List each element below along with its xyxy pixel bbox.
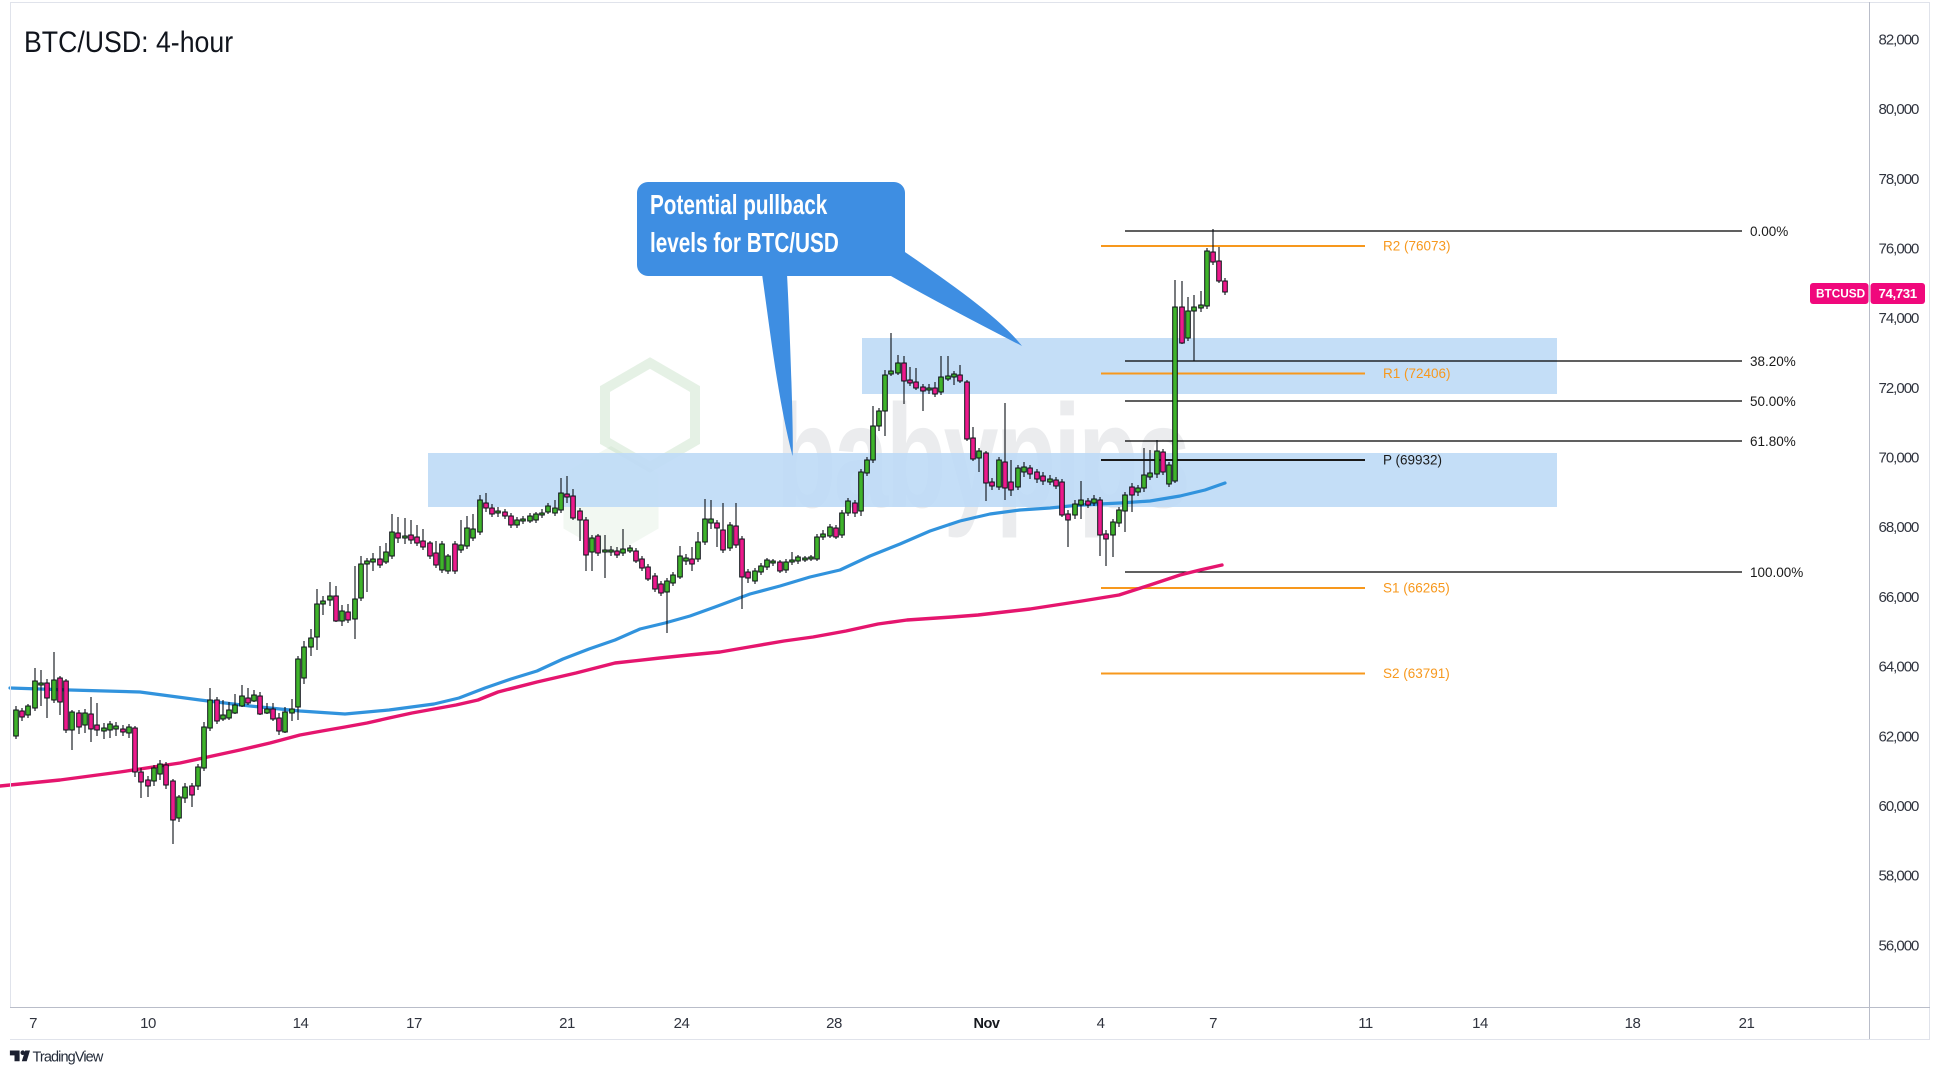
svg-text:70,000: 70,000 — [1879, 450, 1920, 467]
svg-text:80,000: 80,000 — [1879, 101, 1920, 118]
svg-text:Potential pullback: Potential pullback — [650, 190, 828, 221]
svg-text:24: 24 — [674, 1015, 690, 1032]
svg-text:7: 7 — [29, 1015, 37, 1032]
svg-text:0.00%: 0.00% — [1750, 224, 1788, 239]
svg-text:74,731: 74,731 — [1879, 286, 1918, 301]
svg-text:11: 11 — [1358, 1015, 1373, 1032]
svg-text:7: 7 — [1209, 1015, 1217, 1032]
svg-text:56,000: 56,000 — [1879, 937, 1920, 954]
svg-text:levels for BTC/USD: levels for BTC/USD — [650, 228, 839, 259]
svg-text:Nov: Nov — [974, 1016, 1000, 1032]
svg-text:50.00%: 50.00% — [1750, 394, 1796, 409]
svg-text:R2 (76073): R2 (76073) — [1383, 239, 1451, 254]
svg-text:72,000: 72,000 — [1879, 380, 1920, 397]
svg-text:82,000: 82,000 — [1879, 31, 1920, 48]
svg-text:74,000: 74,000 — [1879, 310, 1920, 327]
svg-text:BTC/USD: 4-hour: BTC/USD: 4-hour — [24, 26, 233, 59]
svg-text:14: 14 — [1472, 1015, 1488, 1032]
svg-text:58,000: 58,000 — [1879, 868, 1920, 885]
svg-text:17: 17 — [406, 1015, 422, 1032]
svg-text:BTCUSD: BTCUSD — [1816, 286, 1866, 300]
svg-text:21: 21 — [1739, 1015, 1755, 1032]
svg-text:100.00%: 100.00% — [1750, 565, 1803, 580]
svg-text:60,000: 60,000 — [1879, 798, 1920, 815]
svg-text:76,000: 76,000 — [1879, 241, 1920, 258]
svg-text:P (69932): P (69932) — [1383, 453, 1442, 468]
svg-text:4: 4 — [1097, 1015, 1105, 1032]
svg-text:10: 10 — [140, 1015, 156, 1032]
svg-text:18: 18 — [1625, 1015, 1641, 1032]
svg-text:78,000: 78,000 — [1879, 171, 1920, 188]
svg-text:21: 21 — [559, 1015, 575, 1032]
svg-text:66,000: 66,000 — [1879, 589, 1920, 606]
svg-text:R1 (72406): R1 (72406) — [1383, 366, 1451, 381]
svg-text:64,000: 64,000 — [1879, 659, 1920, 676]
svg-text:S1 (66265): S1 (66265) — [1383, 581, 1450, 596]
svg-text:62,000: 62,000 — [1879, 728, 1920, 745]
svg-text:61.80%: 61.80% — [1750, 434, 1796, 449]
svg-text:38.20%: 38.20% — [1750, 354, 1796, 369]
svg-text:14: 14 — [293, 1015, 309, 1032]
svg-text:68,000: 68,000 — [1879, 519, 1920, 536]
svg-text:28: 28 — [826, 1015, 842, 1032]
svg-text:TradingView: TradingView — [33, 1050, 104, 1066]
svg-text:S2 (63791): S2 (63791) — [1383, 666, 1450, 681]
